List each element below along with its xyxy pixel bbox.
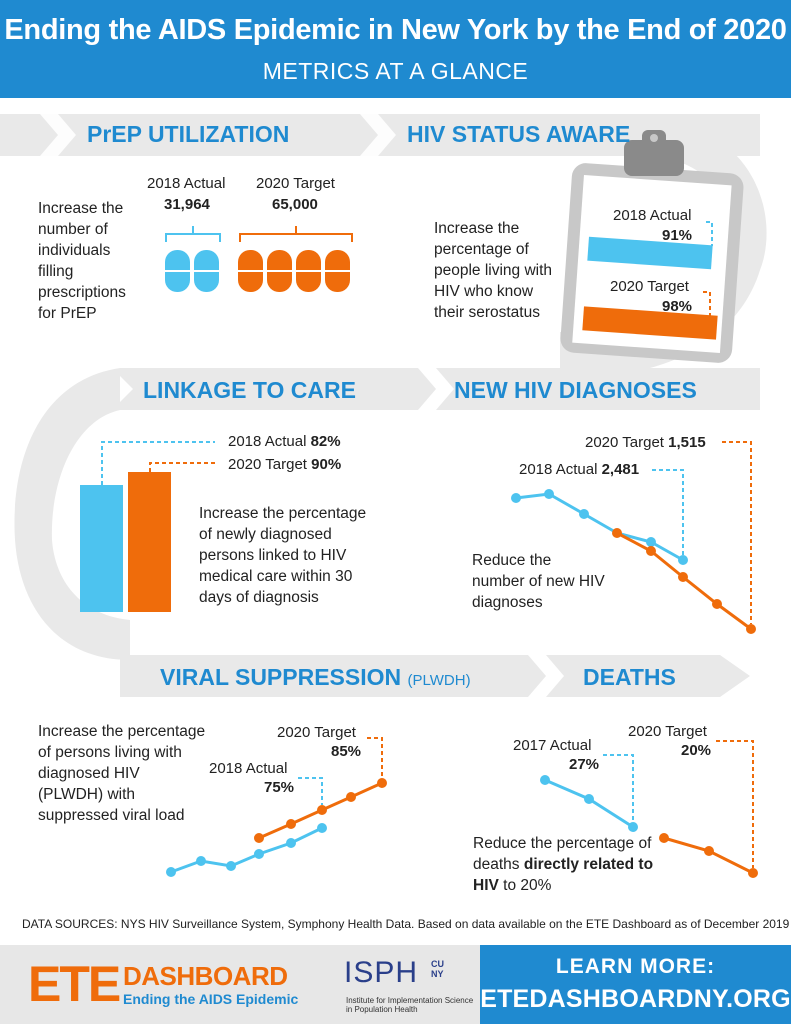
- learn-more-link[interactable]: ETEDASHBOARDNY.ORG: [480, 985, 791, 1013]
- viral-target-value: 85%: [331, 743, 362, 760]
- viral-title-suffix: (PLWDH): [407, 672, 471, 689]
- hiv-status-title: HIV STATUS AWARE: [407, 121, 631, 147]
- learn-more-label: LEARN MORE:: [555, 955, 716, 978]
- new-dx-description: Reduce the number of new HIV diagnoses: [472, 552, 605, 611]
- ete-dashboard-text: DASHBOARD: [123, 961, 288, 991]
- data-sources: DATA SOURCES: NYS HIV Surveillance Syste…: [22, 917, 790, 931]
- deaths-target-value: 20%: [681, 742, 712, 759]
- cuny-text: CU NY: [431, 959, 444, 979]
- hiv-status-description: Increase the percentage of people living…: [434, 220, 553, 321]
- deaths-chart: [540, 740, 758, 878]
- prep-pill-graphic: [165, 226, 353, 292]
- banner-row3: [120, 655, 750, 697]
- deaths-target-label: 2020 Target: [628, 723, 707, 740]
- banner-arrow-left: [40, 114, 76, 156]
- deaths-title: DEATHS: [583, 664, 676, 690]
- hiv-status-actual-label: 2018 Actual: [613, 207, 692, 224]
- viral-target-label: 2020 Target: [277, 724, 356, 741]
- linkage-description: Increase the percentage of newly diagnos…: [199, 505, 367, 606]
- viral-actual-label: 2018 Actual: [209, 760, 288, 777]
- page-title: Ending the AIDS Epidemic in New York by …: [4, 14, 787, 46]
- prep-actual-value: 31,964: [164, 196, 210, 213]
- isph-logo[interactable]: ISPH CU NY Institute for Implementation …: [318, 952, 473, 1024]
- deaths-description: Reduce the percentage of deaths directly…: [473, 835, 654, 894]
- deaths-actual-label: 2017 Actual: [513, 737, 592, 754]
- linkage-bars: [80, 441, 215, 612]
- learn-more-panel[interactable]: LEARN MORE: ETEDASHBOARDNY.ORG: [480, 945, 791, 1024]
- linkage-bar-actual: [80, 485, 123, 612]
- new-dx-target: 2020 Target 1,515: [585, 434, 706, 451]
- prep-actual-label: 2018 Actual: [147, 175, 226, 192]
- new-dx-actual: 2018 Actual 2,481: [519, 461, 640, 478]
- prep-title: PrEP UTILIZATION: [87, 121, 290, 147]
- linkage-bar-target: [128, 472, 171, 612]
- linkage-actual: 2018 Actual 82%: [228, 433, 341, 450]
- linkage-title: LINKAGE TO CARE: [143, 377, 356, 403]
- prep-target-value: 65,000: [272, 196, 318, 213]
- isph-tagline: Institute for Implementation Science in …: [346, 996, 474, 1014]
- page-header: Ending the AIDS Epidemic in New York by …: [0, 0, 791, 98]
- prep-description: Increase the number of individuals filli…: [38, 200, 126, 322]
- clipboard-graphic: [560, 130, 744, 363]
- banner-arrow-row3: [528, 655, 564, 697]
- viral-title: VIRAL SUPPRESSION (PLWDH): [160, 664, 471, 690]
- ete-tagline: Ending the AIDS Epidemic: [123, 991, 299, 1007]
- banner-arrow-mid: [360, 114, 396, 156]
- deaths-actual-value: 27%: [569, 756, 600, 773]
- prep-target-label: 2020 Target: [256, 175, 335, 192]
- hiv-status-target-label: 2020 Target: [610, 278, 689, 295]
- viral-description: Increase the percentage of persons livin…: [38, 723, 206, 824]
- banner-arrow-row2-b: [418, 368, 454, 410]
- track-curve-left: [14, 368, 130, 660]
- hiv-status-actual-value: 91%: [662, 227, 693, 244]
- hiv-status-target-value: 98%: [662, 298, 693, 315]
- ete-logo-text: ETE: [28, 956, 121, 1012]
- viral-chart: [166, 737, 387, 877]
- linkage-target: 2020 Target 90%: [228, 456, 342, 473]
- new-dx-chart: [511, 441, 756, 634]
- isph-text: ISPH: [344, 956, 419, 989]
- page-subtitle: METRICS AT A GLANCE: [262, 58, 529, 84]
- new-dx-title: NEW HIV DIAGNOSES: [454, 377, 697, 403]
- viral-actual-value: 75%: [264, 779, 295, 796]
